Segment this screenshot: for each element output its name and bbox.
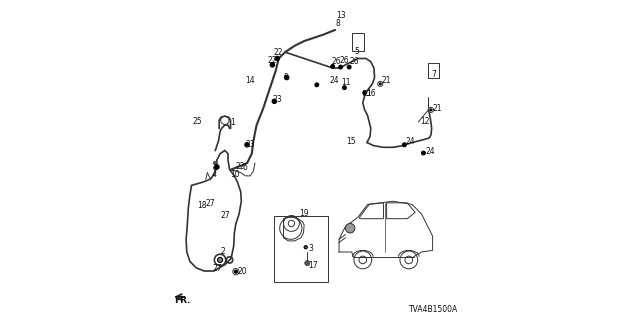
Circle shape xyxy=(275,56,280,61)
Text: 5: 5 xyxy=(355,47,360,56)
Text: 18: 18 xyxy=(197,201,207,210)
Circle shape xyxy=(284,75,289,80)
Circle shape xyxy=(348,65,351,69)
Text: 26: 26 xyxy=(339,56,349,65)
Circle shape xyxy=(304,246,307,249)
Text: 8: 8 xyxy=(335,19,340,28)
Text: 14: 14 xyxy=(245,76,255,85)
Text: 6: 6 xyxy=(243,164,247,172)
Text: 4: 4 xyxy=(211,170,216,179)
Text: 13: 13 xyxy=(336,11,346,20)
Circle shape xyxy=(403,143,406,147)
Text: 25: 25 xyxy=(192,117,202,126)
Circle shape xyxy=(270,63,275,67)
Text: 22: 22 xyxy=(268,56,277,65)
Circle shape xyxy=(245,142,249,147)
Circle shape xyxy=(305,260,310,266)
Text: 27: 27 xyxy=(212,264,223,273)
Text: 24: 24 xyxy=(425,147,435,156)
Circle shape xyxy=(214,165,219,169)
Text: 16: 16 xyxy=(367,89,376,98)
Circle shape xyxy=(331,65,335,68)
Circle shape xyxy=(346,223,355,233)
Text: 22: 22 xyxy=(273,48,283,57)
Text: TVA4B1500A: TVA4B1500A xyxy=(409,305,458,314)
FancyBboxPatch shape xyxy=(428,63,439,77)
Text: 27: 27 xyxy=(221,211,230,220)
Text: 11: 11 xyxy=(342,78,351,87)
Circle shape xyxy=(218,257,223,262)
Text: 1: 1 xyxy=(230,118,236,127)
FancyBboxPatch shape xyxy=(363,90,369,95)
Text: 3: 3 xyxy=(308,244,313,253)
Text: 20: 20 xyxy=(238,267,248,276)
FancyBboxPatch shape xyxy=(352,33,364,51)
Text: 7: 7 xyxy=(431,70,436,79)
Text: 17: 17 xyxy=(308,261,318,270)
Text: 12: 12 xyxy=(420,117,429,126)
Text: 23: 23 xyxy=(273,95,282,104)
Circle shape xyxy=(363,91,366,94)
Circle shape xyxy=(380,83,381,85)
Text: 19: 19 xyxy=(300,209,309,219)
Text: 15: 15 xyxy=(347,137,356,146)
Text: 22: 22 xyxy=(236,162,245,171)
Text: 27: 27 xyxy=(205,199,216,208)
FancyBboxPatch shape xyxy=(274,215,328,282)
Text: FR.: FR. xyxy=(174,296,191,305)
Text: 26: 26 xyxy=(332,57,341,66)
Text: 21: 21 xyxy=(432,104,442,113)
Circle shape xyxy=(234,270,237,273)
Circle shape xyxy=(422,151,426,155)
Circle shape xyxy=(342,86,346,90)
Circle shape xyxy=(430,109,432,111)
Text: 10: 10 xyxy=(230,170,240,179)
Circle shape xyxy=(339,65,342,69)
Text: 2: 2 xyxy=(220,247,225,257)
Text: 23: 23 xyxy=(246,140,255,149)
Text: 21: 21 xyxy=(381,76,391,85)
Text: 9: 9 xyxy=(284,73,289,82)
Text: 24: 24 xyxy=(330,76,339,85)
Circle shape xyxy=(272,99,276,104)
Circle shape xyxy=(213,161,217,165)
Circle shape xyxy=(213,166,217,170)
Text: 24: 24 xyxy=(406,137,415,146)
Circle shape xyxy=(315,83,319,87)
Text: 26: 26 xyxy=(349,57,359,66)
